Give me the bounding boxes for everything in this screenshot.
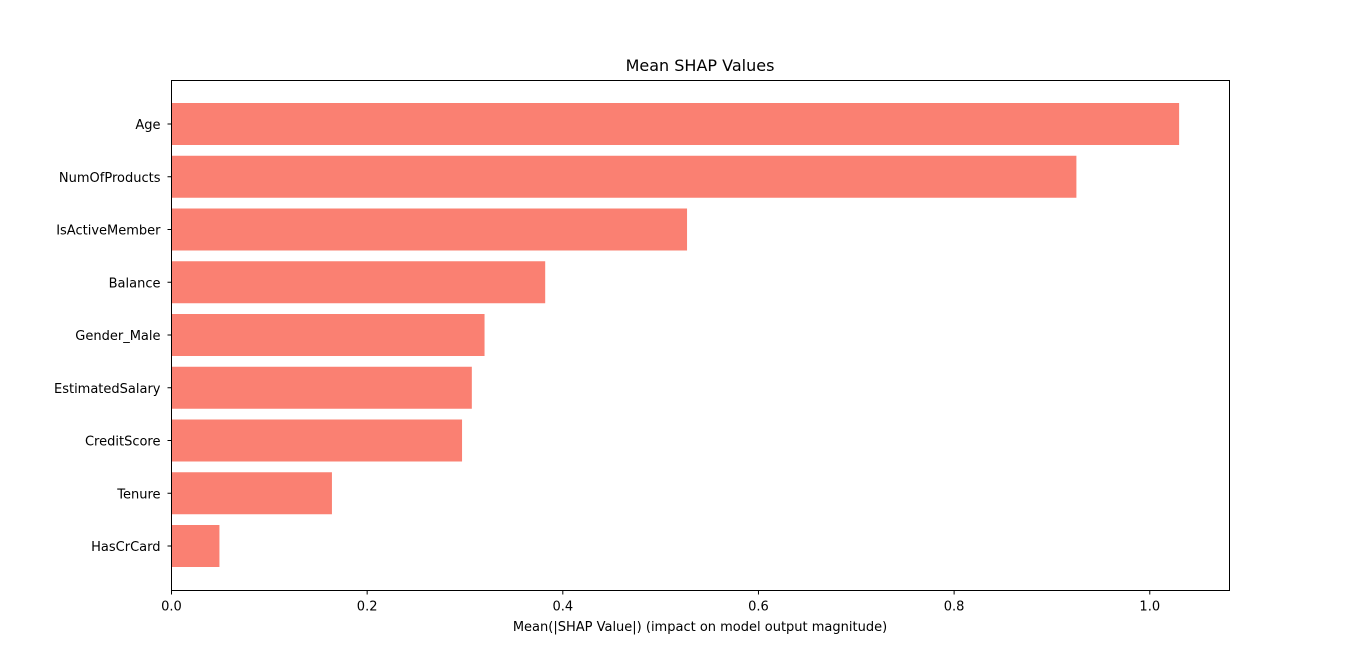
y-axis-ticks: Age NumOfProducts IsActiveMember Balance Gen… (54, 118, 172, 555)
bar-tenure (171, 472, 332, 515)
x-tick-label: 0.0 (161, 600, 182, 615)
y-tick-label: HasCrCard (91, 540, 160, 555)
x-tick-label: 0.6 (748, 600, 769, 615)
bars-layer (171, 103, 1180, 567)
x-tick-label: 1.0 (1139, 600, 1160, 615)
chart-title: Mean SHAP Values (626, 56, 775, 75)
x-axis-label: Mean(|SHAP Value|) (impact on model outp… (513, 620, 887, 635)
bar-isactivemember (171, 208, 688, 251)
bar-numofproducts (171, 155, 1077, 198)
x-tick-label: 0.8 (944, 600, 965, 615)
y-tick-label: IsActiveMember (56, 224, 161, 239)
y-tick-label: Age (135, 118, 160, 133)
y-tick-label: Balance (109, 276, 161, 291)
y-tick-label: NumOfProducts (59, 171, 161, 186)
y-tick-label: CreditScore (85, 435, 161, 450)
y-tick-label: Gender_Male (75, 329, 160, 344)
x-tick-label: 0.4 (552, 600, 573, 615)
bar-gender-male (171, 314, 485, 356)
bar-creditscore (171, 419, 463, 462)
plot-frame (171, 80, 1230, 591)
y-tick-label: EstimatedSalary (54, 382, 161, 397)
bar-balance (171, 261, 546, 304)
x-axis-ticks: 0.0 0.2 0.4 0.6 0.8 1.0 (161, 590, 1160, 615)
bar-estimatedsalary (171, 366, 472, 409)
x-tick-label: 0.2 (357, 600, 378, 615)
y-tick-label: Tenure (116, 487, 160, 502)
bar-age (171, 103, 1180, 145)
bar-hascrcard (171, 525, 220, 567)
